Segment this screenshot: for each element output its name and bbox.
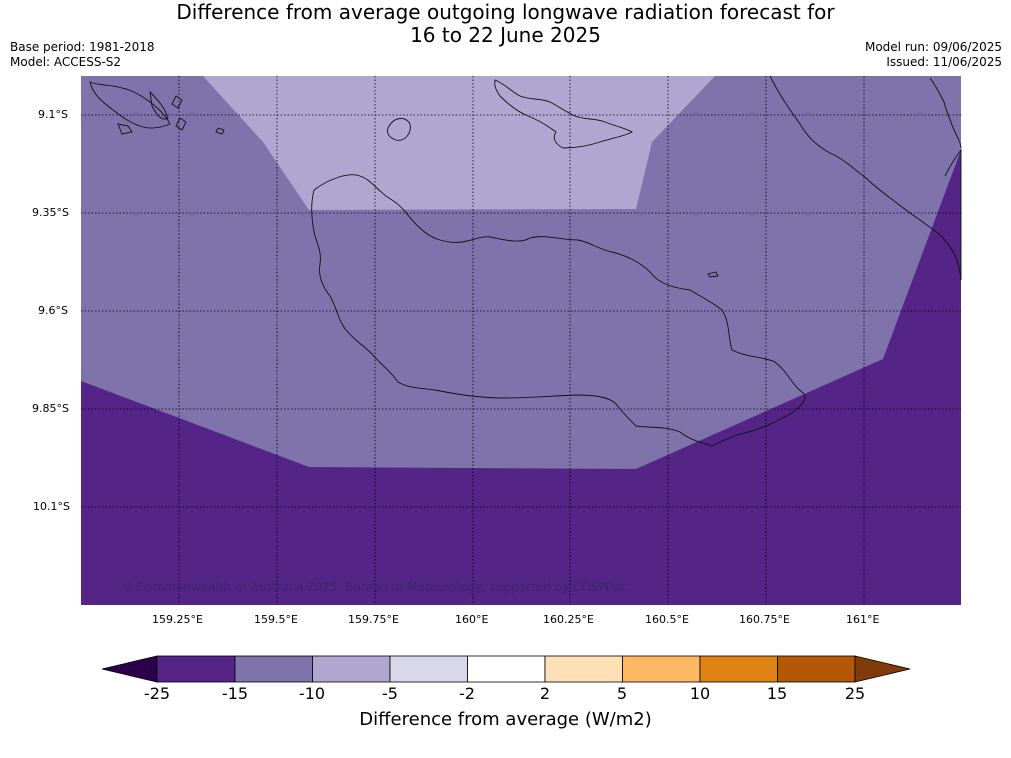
colorbar-bin [777, 655, 856, 683]
colorbar-bin [467, 655, 546, 683]
colorbar-under-arrow [101, 655, 158, 683]
model-run-text: Model run: 09/06/2025 [864, 40, 1002, 54]
lat-label: 9.6°S [38, 304, 68, 317]
colorbar-title: Difference from average (W/m2) [359, 709, 652, 730]
zone-light [203, 76, 715, 210]
lat-label: 9.35°S [32, 206, 69, 219]
lat-label: 9.85°S [32, 402, 69, 415]
colorbar-tick: 5 [616, 684, 628, 703]
colorbar-bin [622, 655, 701, 683]
colorbar-bin [389, 655, 468, 683]
lon-label: 160.25°E [543, 613, 594, 626]
colorbar [101, 655, 911, 683]
colorbar-bin [699, 655, 778, 683]
colorbar-tick: -25 [143, 684, 171, 703]
colorbar-tick: 10 [689, 684, 711, 703]
colorbar-tick: -10 [298, 684, 326, 703]
base-period-text: Base period: 1981-2018 [10, 40, 155, 54]
title-line-2: 16 to 22 June 2025 [410, 23, 601, 47]
lon-label: 161°E [846, 613, 880, 626]
colorbar-bin [234, 655, 313, 683]
colorbar-bin [312, 655, 391, 683]
colorbar-tick: 15 [766, 684, 788, 703]
colorbar-bin [544, 655, 623, 683]
lon-label: 159.25°E [152, 613, 203, 626]
copyright-credit: © Commonwealth of Australia 2025, Bureau… [121, 580, 627, 594]
gridlines [81, 76, 961, 605]
colorbar-tick: -2 [459, 684, 475, 703]
lat-label: 9.1°S [38, 108, 68, 121]
model-text: Model: ACCESS-S2 [10, 55, 122, 69]
lon-label: 160°E [455, 613, 489, 626]
zone-dark [81, 150, 961, 605]
colorbar-tick: -5 [382, 684, 398, 703]
colorbar-over-arrow [854, 655, 911, 683]
colorbar-tick: -15 [221, 684, 249, 703]
lon-label: 160.5°E [645, 613, 689, 626]
lon-label: 159.5°E [254, 613, 298, 626]
coastline [89, 75, 962, 447]
colorbar-bin [156, 655, 236, 683]
lon-label: 160.75°E [739, 613, 790, 626]
title-line-1: Difference from average outgoing longwav… [176, 0, 835, 24]
issued-text: Issued: 11/06/2025 [886, 55, 1002, 69]
lon-label: 159.75°E [348, 613, 399, 626]
colorbar-tick: 25 [844, 684, 866, 703]
colorbar-tick: 2 [539, 684, 551, 703]
lat-label: 10.1°S [33, 500, 70, 513]
